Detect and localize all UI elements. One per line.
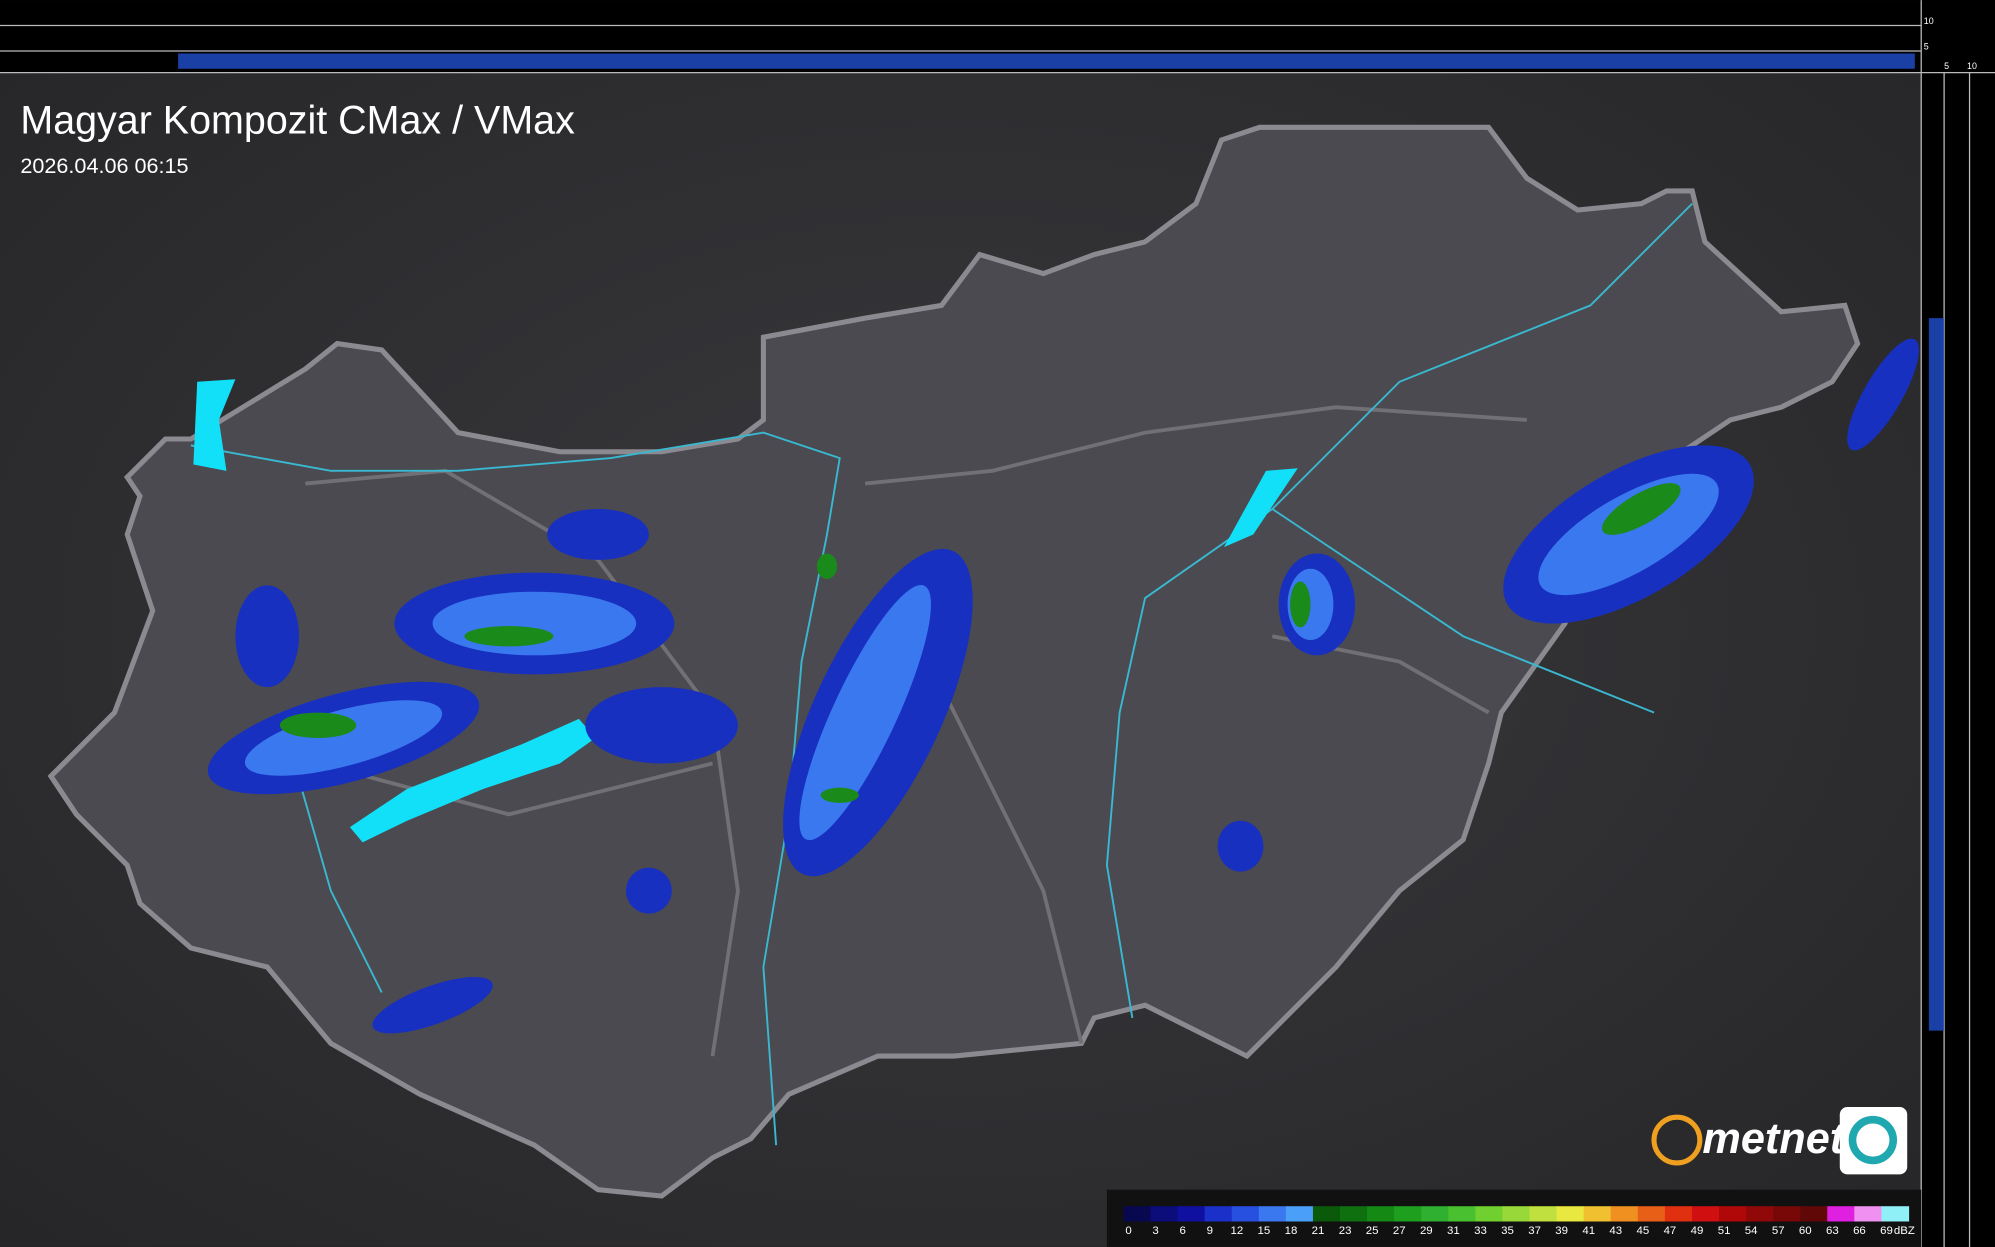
legend: 0 3 6 9 12 15 18 21 23 25 27 29 31 33 35 37 39 41 43 45 47 49… bbox=[1123, 1206, 1915, 1237]
profile-label: 10 bbox=[1967, 61, 1977, 71]
legend-swatch bbox=[1448, 1206, 1477, 1222]
legend-label: 25 bbox=[1366, 1225, 1379, 1237]
legend-label: 9 bbox=[1207, 1225, 1213, 1237]
legend-swatch bbox=[1583, 1206, 1612, 1222]
legend-label: 3 bbox=[1152, 1225, 1158, 1237]
legend-label: 39 bbox=[1555, 1225, 1568, 1237]
legend-swatch bbox=[1746, 1206, 1774, 1222]
legend-swatch bbox=[1664, 1206, 1693, 1222]
legend-label: 12 bbox=[1230, 1225, 1243, 1237]
legend-swatch bbox=[1773, 1206, 1801, 1222]
legend-swatch bbox=[1502, 1206, 1531, 1222]
legend-swatch bbox=[1421, 1206, 1449, 1222]
legend-swatch bbox=[1637, 1206, 1666, 1222]
profile-echo-top bbox=[178, 53, 1915, 69]
legend-swatch bbox=[1177, 1206, 1206, 1222]
legend-swatch bbox=[1367, 1206, 1395, 1222]
legend-label: 21 bbox=[1312, 1225, 1325, 1237]
legend-swatch bbox=[1881, 1206, 1910, 1222]
legend-label: 6 bbox=[1180, 1225, 1186, 1237]
profile-label: 5 bbox=[1924, 42, 1929, 52]
legend-swatch bbox=[1800, 1206, 1828, 1222]
legend-label: 54 bbox=[1745, 1225, 1758, 1237]
logo-icon-swirl bbox=[1848, 1115, 1898, 1165]
legend-swatch bbox=[1529, 1206, 1558, 1222]
legend-label: 49 bbox=[1691, 1225, 1704, 1237]
legend-label: 29 bbox=[1420, 1225, 1433, 1237]
legend-label: 31 bbox=[1447, 1225, 1460, 1237]
legend-swatch bbox=[1150, 1206, 1179, 1222]
timestamp: 2026.04.06 06:15 bbox=[20, 153, 188, 178]
radar-echoes bbox=[207, 338, 1919, 1034]
legend-swatch bbox=[1312, 1206, 1341, 1222]
legend-label: 18 bbox=[1285, 1225, 1298, 1237]
profile-labels: 10 5 5 10 bbox=[1924, 16, 1977, 71]
legend-label: 37 bbox=[1528, 1225, 1541, 1237]
lakes bbox=[193, 379, 1298, 843]
legend-swatch bbox=[1718, 1206, 1747, 1222]
legend-swatch bbox=[1827, 1206, 1855, 1222]
legend-label: 33 bbox=[1474, 1225, 1487, 1237]
legend-swatch bbox=[1204, 1206, 1233, 1222]
profile-label: 5 bbox=[1944, 61, 1949, 71]
legend-label: 51 bbox=[1718, 1225, 1731, 1237]
legend-label: 57 bbox=[1772, 1225, 1785, 1237]
profile-echo-side bbox=[1928, 318, 1945, 1031]
legend-swatch bbox=[1258, 1206, 1287, 1222]
legend-swatch bbox=[1394, 1206, 1422, 1222]
legend-label: 47 bbox=[1664, 1225, 1677, 1237]
rivers bbox=[190, 202, 1693, 1146]
legend-swatch bbox=[1556, 1206, 1585, 1222]
logo-sun bbox=[1651, 1114, 1703, 1166]
logo: metnet bbox=[1651, 1106, 1908, 1175]
legend-label: 27 bbox=[1393, 1225, 1406, 1237]
logo-text: metnet bbox=[1702, 1115, 1845, 1163]
legend-label: 41 bbox=[1582, 1225, 1595, 1237]
legend-label: 35 bbox=[1501, 1225, 1514, 1237]
legend-swatch bbox=[1475, 1206, 1504, 1222]
legend-label: 60 bbox=[1799, 1225, 1812, 1237]
legend-swatch bbox=[1610, 1206, 1639, 1222]
legend-label: 43 bbox=[1609, 1225, 1622, 1237]
legend-swatch bbox=[1340, 1206, 1368, 1222]
legend-label: 66 bbox=[1853, 1225, 1866, 1237]
legend-label: 15 bbox=[1258, 1225, 1271, 1237]
legend-swatch bbox=[1854, 1206, 1883, 1222]
legend-label: 0 bbox=[1125, 1225, 1131, 1237]
legend-swatch bbox=[1691, 1206, 1720, 1222]
legend-swatch bbox=[1231, 1206, 1260, 1222]
legend-label: 63 bbox=[1826, 1225, 1839, 1237]
legend-label: 23 bbox=[1339, 1225, 1352, 1237]
profile-label: 10 bbox=[1924, 16, 1934, 26]
legend-swatch bbox=[1123, 1206, 1152, 1222]
legend-unit: dBZ bbox=[1894, 1225, 1915, 1237]
legend-swatch bbox=[1285, 1206, 1314, 1222]
legend-label: 69 bbox=[1880, 1225, 1893, 1237]
legend-label: 45 bbox=[1637, 1225, 1650, 1237]
title: Magyar Kompozit CMax / VMax bbox=[20, 99, 575, 143]
